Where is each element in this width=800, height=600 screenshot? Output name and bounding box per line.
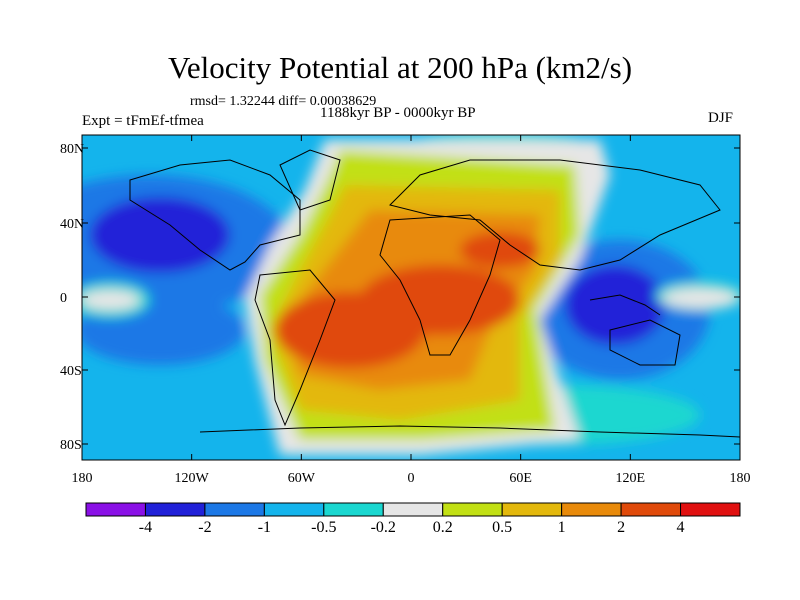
velocity-potential-field xyxy=(82,135,740,460)
colorbar-swatch xyxy=(442,502,503,517)
field-east-neutral-patch xyxy=(662,288,738,308)
lat-tick-label: 80S xyxy=(60,438,82,453)
colorbar-label: -4 xyxy=(139,519,152,536)
colorbar-swatch xyxy=(85,502,146,517)
field-arabia-core xyxy=(460,232,540,268)
colorbar-swatch xyxy=(501,502,563,517)
colorbar-swatch xyxy=(323,502,384,517)
colorbar-swatch xyxy=(382,502,444,517)
longitude-axis: 180 120W 60W 0 60E 120E 180 xyxy=(72,135,751,486)
coast-north-america xyxy=(129,159,301,271)
colorbar-label: 0.5 xyxy=(492,519,512,536)
lat-tick-label: 40S xyxy=(60,364,82,379)
coast-south-america xyxy=(254,269,336,427)
lon-tick-label: 0 xyxy=(408,471,415,486)
coastlines xyxy=(129,149,740,438)
colorbar-swatch xyxy=(561,502,622,517)
coast-australia xyxy=(609,319,681,366)
period-text: 1188kyr BP - 0000kyr BP xyxy=(320,105,476,121)
stats-text: rmsd= 1.32244 diff= 0.00038629 xyxy=(190,94,377,109)
colorbar-label: 1 xyxy=(558,519,566,536)
colorbar-label: -0.5 xyxy=(311,519,336,536)
colorbar-swatch xyxy=(204,502,265,517)
lon-tick-label: 180 xyxy=(72,471,93,486)
colorbar-swatch xyxy=(144,502,206,517)
colorbar-label: -0.2 xyxy=(371,519,396,536)
chart-title: Velocity Potential at 200 hPa (km2/s) xyxy=(167,50,633,85)
lon-tick-label: 60W xyxy=(288,471,316,486)
coast-indonesia xyxy=(589,294,661,316)
field-africa-core xyxy=(360,265,520,335)
coast-antarctica xyxy=(199,425,740,438)
colorbar-label: 4 xyxy=(677,519,685,536)
season-text: DJF xyxy=(708,110,734,126)
colorbar-swatch xyxy=(263,502,325,517)
lon-tick-label: 120W xyxy=(175,471,210,486)
field-maritime-core xyxy=(565,265,665,345)
field-west-neutral-patch xyxy=(82,290,140,310)
field-pacific-core xyxy=(90,197,230,273)
lat-tick-label: 40N xyxy=(60,217,84,232)
latitude-axis: 80N 40N 0 40S 80S xyxy=(60,142,740,453)
colorbar-label: 2 xyxy=(617,519,625,536)
colorbar-swatch xyxy=(680,502,741,517)
lat-tick-label: 0 xyxy=(60,291,67,306)
colorbar-label: -2 xyxy=(198,519,211,536)
coast-greenland xyxy=(279,149,341,211)
coast-eurasia xyxy=(389,159,721,271)
colorbar-label: 0.2 xyxy=(433,519,453,536)
lon-tick-label: 180 xyxy=(730,471,751,486)
colorbar: -4 -2 -1 -0.5 -0.2 0.2 0.5 1 2 4 xyxy=(85,502,741,536)
lon-tick-label: 60E xyxy=(509,471,532,486)
experiment-text: Expt = tFmEf-tfmea xyxy=(82,113,204,129)
coast-africa xyxy=(379,214,501,356)
lat-tick-label: 80N xyxy=(60,142,84,157)
lon-tick-label: 120E xyxy=(616,471,646,486)
colorbar-label: -1 xyxy=(258,519,271,536)
colorbar-swatch xyxy=(620,502,682,517)
